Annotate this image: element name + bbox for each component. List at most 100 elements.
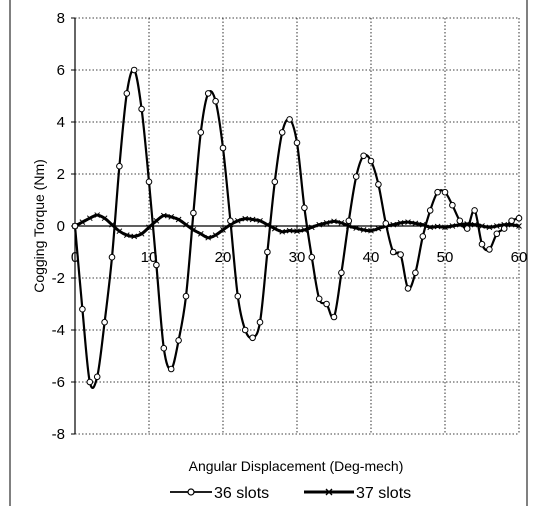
x-marker-stroke (153, 217, 160, 224)
series-36-slots-point (204, 90, 212, 97)
x-marker-stroke (397, 220, 404, 226)
series-36-slots-point (434, 188, 441, 196)
series-36-slots-point (249, 334, 256, 342)
series-37-slots-point (94, 212, 101, 218)
series-37-slots-point (279, 228, 286, 235)
series-37-slots-point (316, 221, 323, 228)
series-37-slots-point (249, 216, 256, 223)
series-37-slots-point (257, 217, 263, 224)
series-36-slots-point (227, 217, 234, 225)
series-36-slots-point (515, 214, 523, 222)
x-marker-stroke (101, 215, 108, 222)
series-36-slots-point (441, 188, 449, 196)
series-37-slots-point (405, 219, 411, 225)
x-marker-stroke (316, 221, 323, 228)
legend-37-slots-marker (325, 488, 333, 496)
x-marker-stroke (146, 224, 152, 231)
x-marker-stroke (123, 232, 130, 238)
x-marker-stroke (257, 217, 263, 224)
series-36-slots-point (471, 207, 478, 214)
series-37-slots-point (368, 227, 374, 234)
x-tick-label: 30 (289, 249, 306, 266)
series-36-slots-point (167, 365, 175, 373)
series-37-slots-point (234, 217, 241, 224)
series-37-slots-point (442, 224, 448, 231)
x-marker-stroke (390, 221, 397, 228)
x-marker-stroke (264, 221, 271, 228)
x-marker-stroke (242, 215, 249, 222)
series-36-slots-point (308, 253, 316, 261)
series-37-slots-point (493, 223, 500, 229)
x-marker-stroke (175, 216, 182, 223)
series-37-slots-point (146, 224, 152, 231)
x-marker-stroke (249, 216, 256, 223)
series-36-slots-point (419, 233, 427, 240)
series-36-slots-point (330, 313, 338, 321)
series-37-slots-point (286, 227, 293, 234)
series-36-slots-point (352, 173, 360, 180)
y-axis-title: Cogging Torque (Nm) (31, 159, 47, 293)
series-36-slots-point (219, 144, 227, 152)
series-37-slots-point (153, 217, 160, 224)
x-tick-label: 60 (511, 249, 528, 266)
x-marker-stroke (479, 223, 485, 229)
x-marker-stroke (271, 225, 278, 232)
series-36-slots-point (397, 251, 404, 258)
x-marker-stroke (442, 224, 448, 231)
series-37-slots-point (449, 223, 456, 229)
x-marker-stroke (301, 227, 308, 233)
x-marker-stroke (434, 223, 441, 230)
x-marker-stroke (197, 230, 204, 237)
series-36-slots-point (197, 129, 205, 136)
series-37-slots-point (242, 215, 249, 222)
series-37-slots-point (86, 215, 93, 222)
x-axis-title: Angular Displacement (Deg-mech) (189, 458, 404, 474)
x-marker-stroke (308, 224, 315, 231)
series-36-slots-point (153, 261, 160, 269)
x-marker-stroke (116, 228, 123, 235)
series-37-slots-point (131, 233, 138, 240)
series-37-slots-point (116, 228, 123, 235)
x-marker-stroke (79, 219, 86, 225)
series-37-slots-point (412, 220, 419, 227)
series-36-slots-point (182, 292, 190, 300)
series-36-slots-point (190, 209, 197, 217)
series-36-slots-point (145, 178, 153, 186)
series-37-slots-point (138, 230, 145, 237)
series-37-slots-point (471, 221, 478, 228)
series-36-slots-point (389, 248, 397, 256)
series-37-slots-point (79, 219, 86, 225)
series-37-slots-point (353, 225, 360, 231)
y-tick-label: -4 (52, 322, 65, 339)
series-37-slots-point (160, 212, 167, 219)
series-36-slots-point (293, 139, 301, 147)
series-37-slots-point (197, 230, 204, 237)
x-marker-stroke (471, 221, 478, 228)
series-37-slots-point (101, 215, 108, 222)
x-marker-stroke (109, 221, 115, 228)
series-37-slots-point (183, 221, 189, 228)
y-tick-label: -2 (52, 270, 65, 287)
x-marker-stroke (138, 230, 145, 237)
series-37-slots-point (212, 232, 219, 238)
x-marker-stroke (294, 228, 300, 235)
series-36-slots-point (241, 326, 249, 334)
series-36-slots-point (323, 300, 330, 308)
x-tick-label: 50 (437, 249, 454, 266)
series-36-slots-point (130, 66, 138, 74)
x-marker-stroke (323, 220, 330, 226)
x-tick-label: 20 (215, 249, 232, 266)
series-36-slots-point (301, 204, 308, 212)
series-37-slots-point (205, 234, 212, 241)
series-36-slots-point (338, 269, 345, 277)
series-36-slots-point (508, 217, 515, 225)
x-marker-stroke (160, 212, 167, 219)
series-36-slots-point (426, 207, 434, 214)
series-36-slots-point (286, 116, 293, 123)
x-marker-stroke (427, 224, 434, 231)
series-36-slots-point (367, 157, 375, 165)
series-36-slots-point (93, 373, 101, 381)
series-37-slots-point (271, 225, 278, 232)
y-tick-label: 8 (57, 10, 65, 27)
x-marker-stroke (220, 227, 226, 233)
